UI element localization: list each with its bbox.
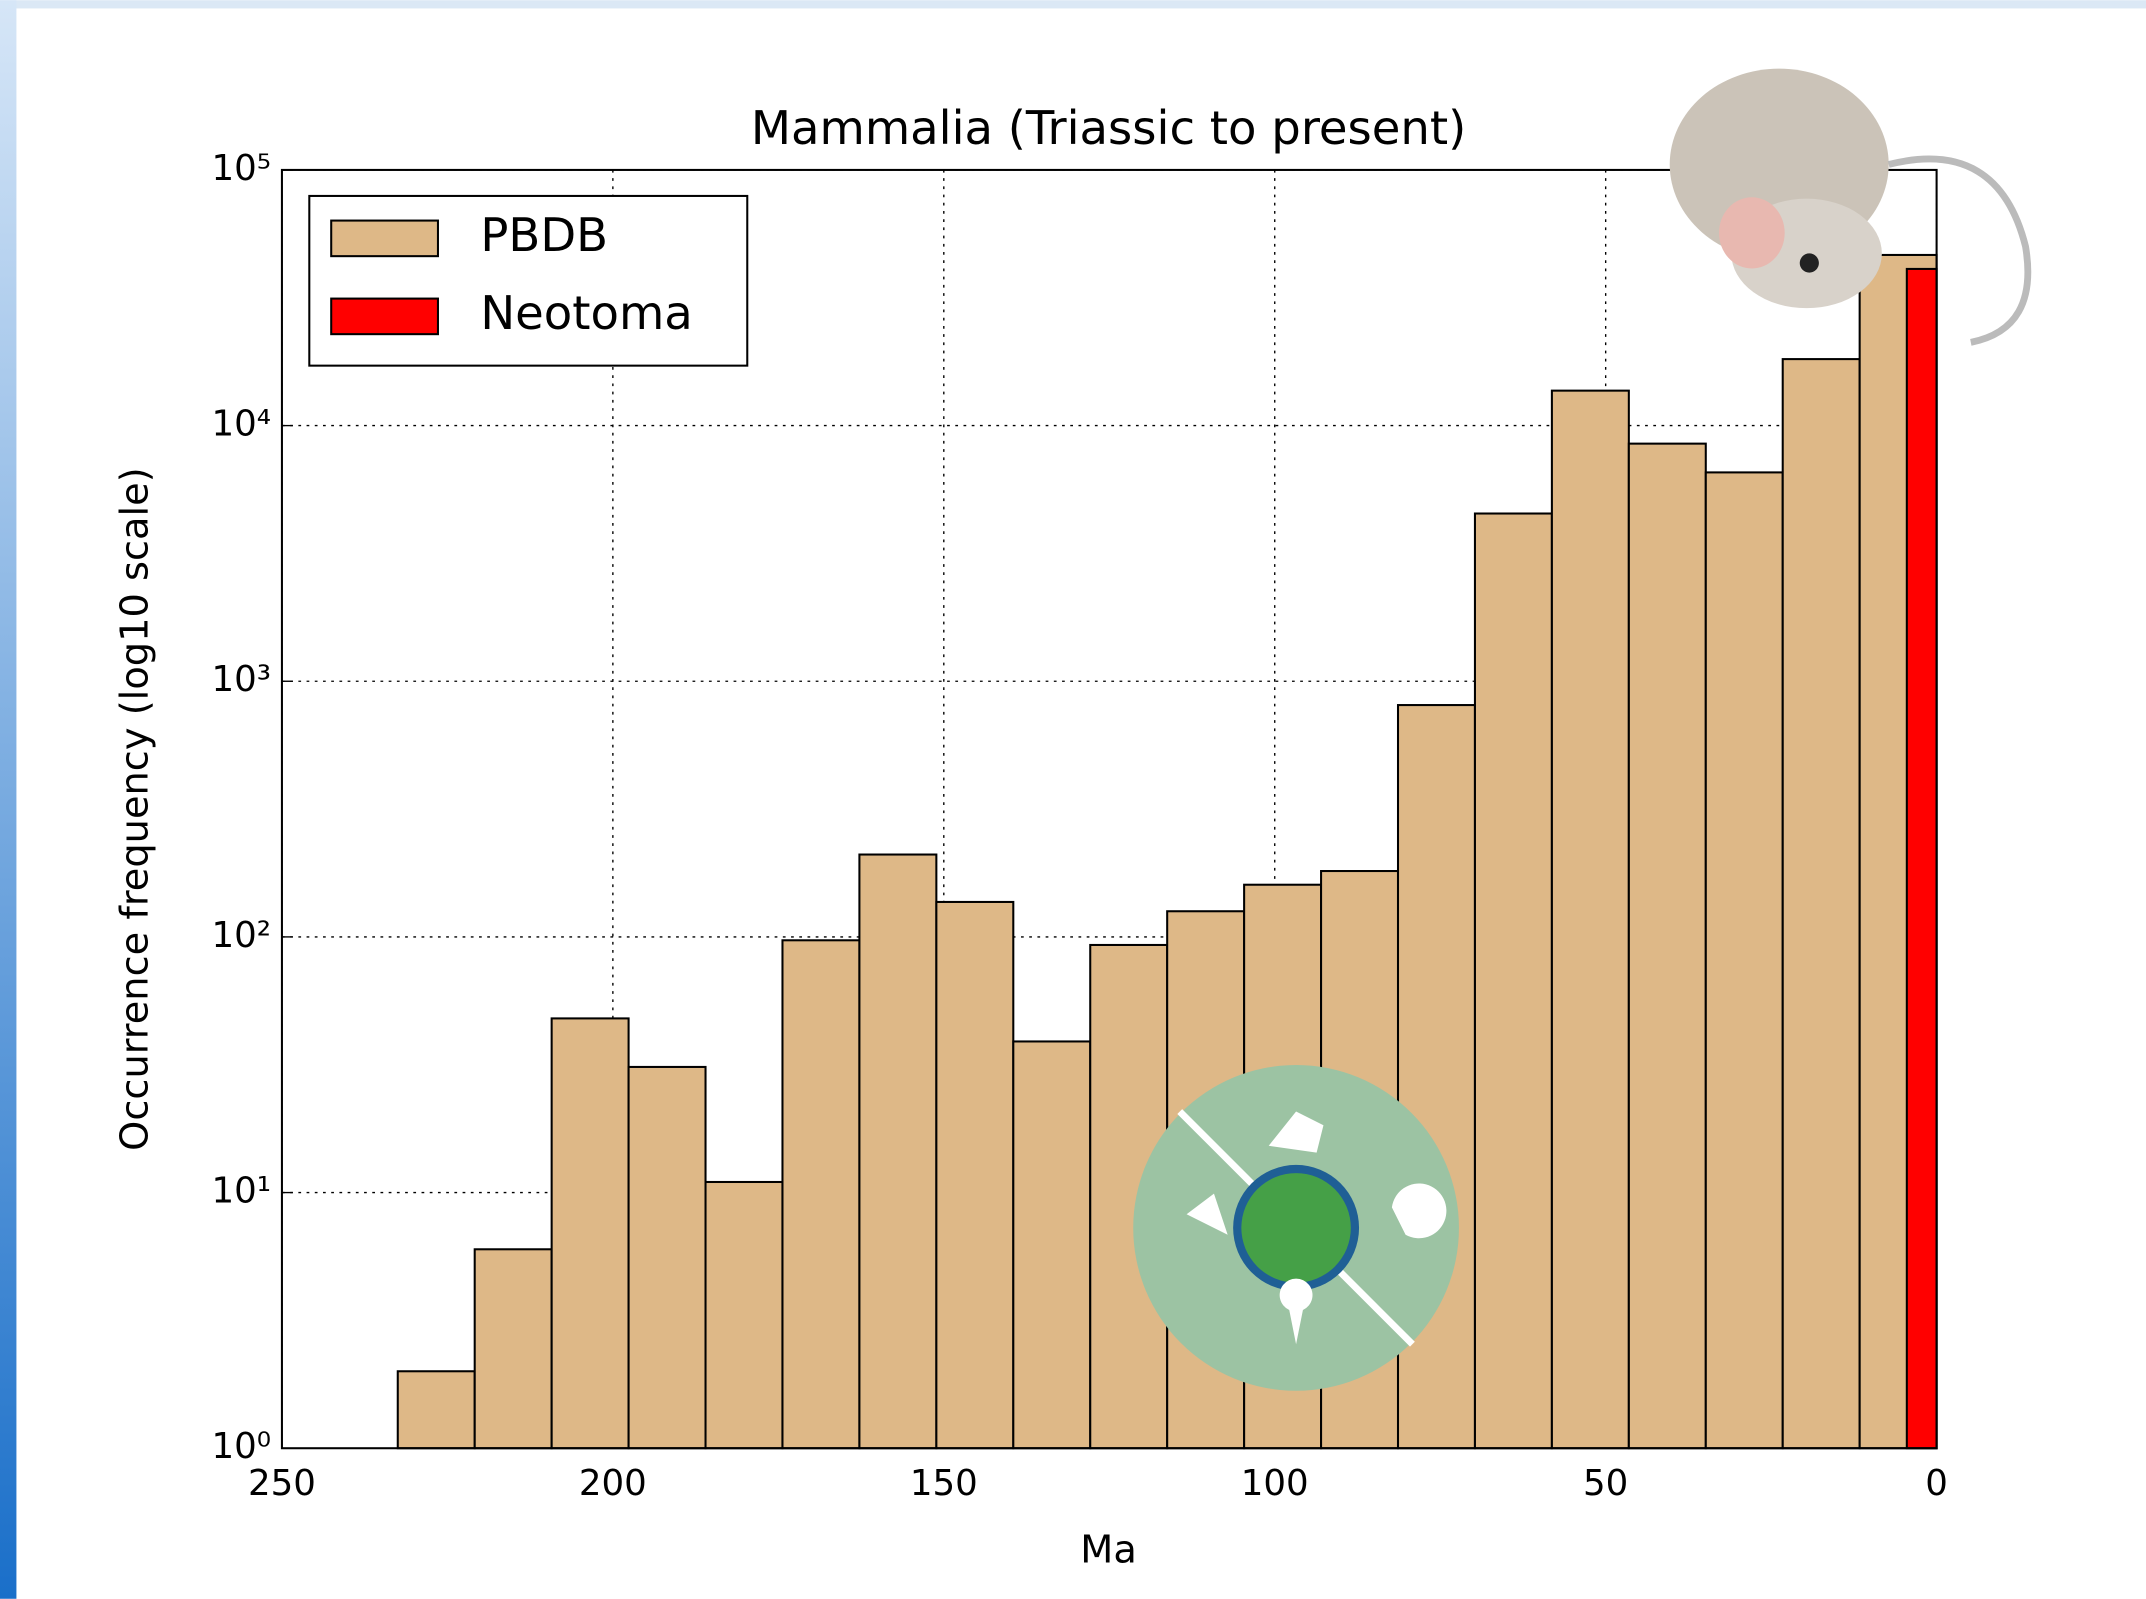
bar <box>398 1371 475 1448</box>
legend-label: Neotoma <box>480 286 692 340</box>
x-tick-label: 250 <box>248 1463 316 1504</box>
chart: Mammalia (Triassic to present) Ma Occurr… <box>0 0 2146 1599</box>
x-tick-label: 100 <box>1241 1463 1309 1504</box>
bar <box>936 902 1013 1448</box>
y-tick-label: 10⁰ <box>211 1426 271 1467</box>
bar <box>1552 391 1629 1449</box>
bar <box>475 1249 552 1448</box>
page: Mammalia (Triassic to present) Ma Occurr… <box>0 0 2146 1599</box>
y-axis-label: Occurrence frequency (log10 scale) <box>112 467 157 1151</box>
chart-title: Mammalia (Triassic to present) <box>751 101 1466 155</box>
mouse-illustration <box>1670 69 2028 343</box>
bar <box>629 1067 706 1448</box>
bar <box>859 855 936 1449</box>
top-border <box>0 0 2146 8</box>
bar <box>1013 1041 1090 1448</box>
x-axis-label: Ma <box>1080 1528 1137 1573</box>
legend-swatch <box>331 221 438 257</box>
bar <box>1475 514 1552 1449</box>
y-tick-label: 10⁵ <box>211 148 271 189</box>
plot-area: 250 200 150 100 50 0 10⁰ 10¹ 10² 10³ 10⁴ 10⁵ PBDB Neo… <box>211 148 1947 1504</box>
legend-label: PBDB <box>480 208 608 262</box>
y-tick-label: 10¹ <box>211 1171 271 1212</box>
x-tick-label: 0 <box>1925 1463 1948 1504</box>
bar <box>706 1182 783 1448</box>
x-tick-label: 150 <box>910 1463 978 1504</box>
bar <box>1706 472 1783 1448</box>
y-tick-label: 10³ <box>211 659 271 700</box>
y-tick-label: 10⁴ <box>211 404 271 445</box>
legend-swatch <box>331 299 438 335</box>
bar <box>782 940 859 1448</box>
y-tick-label: 10² <box>211 915 271 956</box>
side-border <box>0 0 16 1599</box>
bar <box>552 1018 629 1448</box>
x-tick-label: 200 <box>579 1463 647 1504</box>
bar <box>1629 444 1706 1449</box>
x-tick-label: 50 <box>1583 1463 1628 1504</box>
logo <box>1133 1065 1459 1391</box>
bar <box>1907 269 1937 1448</box>
bar <box>1783 359 1860 1448</box>
